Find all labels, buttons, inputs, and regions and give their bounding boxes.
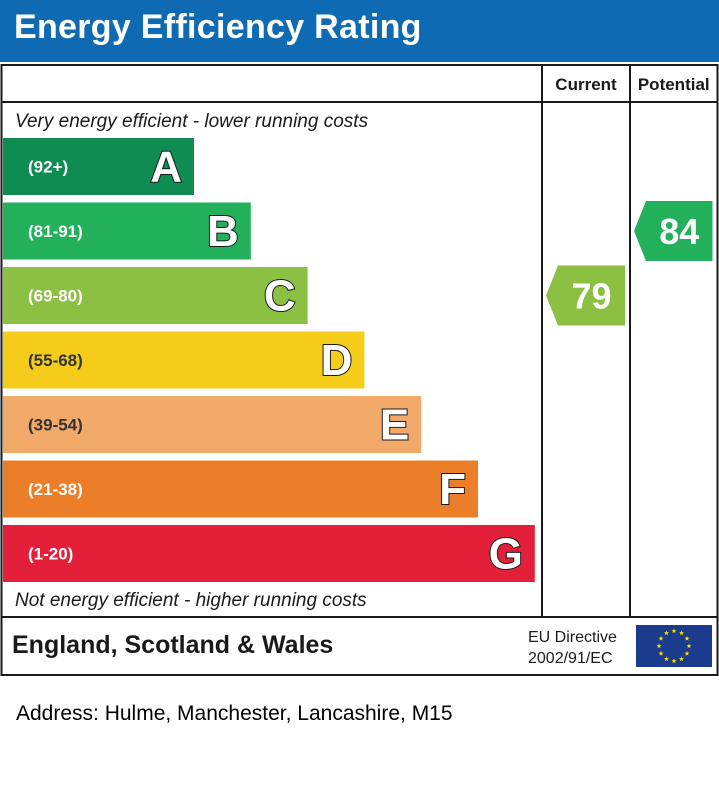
address: Address: Hulme, Manchester, Lancashire, … xyxy=(16,702,453,725)
band-bar-b xyxy=(3,202,251,260)
eu-star-icon xyxy=(686,643,692,649)
chart-title: Energy Efficiency Rating xyxy=(14,8,422,46)
top-note: Very energy efficient - lower running co… xyxy=(15,111,369,132)
band-bar-e xyxy=(3,396,422,453)
chart-footer: England, Scotland & Wales EU Directive 200… xyxy=(12,625,712,667)
band-range-f: (21-38) xyxy=(28,480,83,499)
band-letter-e: E xyxy=(380,401,409,450)
rating-markers: 79 84 xyxy=(546,201,713,326)
potential-rating-arrow xyxy=(634,201,713,261)
potential-column-header: Potential xyxy=(638,75,710,94)
footer-directive-line2: 2002/91/EC xyxy=(528,650,613,667)
title-bar: Energy Efficiency Rating xyxy=(0,0,719,62)
eu-star-icon xyxy=(671,658,677,664)
band-range-c: (69-80) xyxy=(28,287,83,306)
band-range-a: (92+) xyxy=(28,158,68,177)
eu-star-icon xyxy=(671,628,677,634)
band-letter-a: A xyxy=(150,143,182,192)
band-bar-g xyxy=(3,525,535,582)
band-range-g: (1-20) xyxy=(28,545,73,564)
current-column-header: Current xyxy=(555,75,617,94)
eu-star-icon xyxy=(658,635,664,641)
eu-star-icon xyxy=(684,635,690,641)
band-range-e: (39-54) xyxy=(28,416,83,435)
eu-star-icon xyxy=(664,630,669,636)
footer-directive-line1: EU Directive xyxy=(528,629,617,646)
eu-star-icon xyxy=(679,656,684,662)
current-rating-arrow xyxy=(546,265,625,326)
footer-region: England, Scotland & Wales xyxy=(12,631,333,659)
band-letter-d: D xyxy=(321,336,353,385)
band-letter-g: G xyxy=(489,530,523,579)
band-bar-d xyxy=(3,331,365,389)
band-letter-c: C xyxy=(264,272,296,321)
band-bar-a xyxy=(3,138,194,195)
chart-frame: Current Potential Very energy efficient - … xyxy=(0,64,719,676)
eu-star-icon xyxy=(658,650,664,656)
current-rating-value: 79 xyxy=(571,276,611,317)
band-bar-c xyxy=(3,267,308,324)
eu-star-icon xyxy=(684,650,690,656)
eu-star-icon xyxy=(679,630,684,636)
rating-bands: (92+) A (81-91) B (69-80) C (55-68) D (39-54) E (2… xyxy=(3,138,535,582)
epc-chart: Current Potential Very energy efficient - … xyxy=(0,64,719,676)
bottom-note: Not energy efficient - higher running co… xyxy=(15,590,367,611)
eu-star-icon xyxy=(656,643,662,649)
eu-star-icon xyxy=(664,656,669,662)
band-range-b: (81-91) xyxy=(28,222,83,241)
band-range-d: (55-68) xyxy=(28,351,83,370)
band-letter-f: F xyxy=(439,465,466,514)
band-letter-b: B xyxy=(207,207,239,256)
outer-border xyxy=(0,64,719,676)
potential-rating-value: 84 xyxy=(659,211,699,252)
band-bar-f xyxy=(3,460,478,518)
